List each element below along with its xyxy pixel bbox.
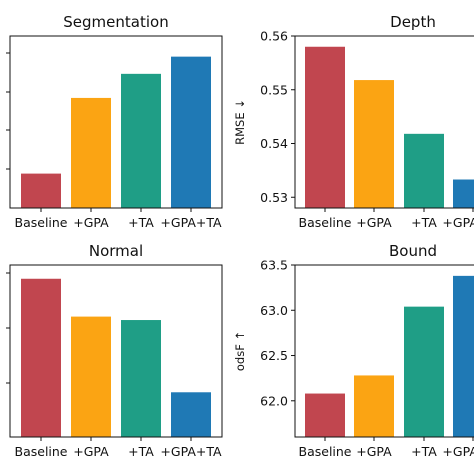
- y-tick-label: 63.5: [260, 258, 288, 273]
- plot-frame: [294, 264, 474, 438]
- plot-frame: [294, 35, 474, 209]
- x-tick-label: +GPA+TA: [442, 444, 474, 459]
- y-tick-label: 62.0: [260, 393, 288, 408]
- bar-ta: [121, 73, 161, 208]
- bar-gpa-ta: [453, 179, 474, 208]
- x-tick-label: +GPA+TA: [160, 215, 222, 230]
- bar-ta: [404, 306, 444, 437]
- plot-frame: [9, 35, 223, 209]
- x-tick-label: +TA: [411, 215, 437, 230]
- bar-ta: [121, 320, 161, 437]
- y-axis-label: RMSE ↓: [233, 99, 247, 145]
- x-tick-label: Baseline: [299, 215, 352, 230]
- y-tick-label: 62.5: [260, 348, 288, 363]
- chart-title: Depth: [390, 13, 436, 31]
- bar-baseline: [21, 278, 61, 437]
- x-tick-label: +GPA: [356, 444, 392, 459]
- bar-gpa: [354, 375, 394, 437]
- x-tick-label: +TA: [128, 215, 154, 230]
- y-tick-label: 63.0: [260, 303, 288, 318]
- chart-title: Normal: [89, 242, 143, 260]
- plot-frame: [9, 264, 223, 438]
- bar-gpa-ta: [171, 56, 211, 208]
- bar-gpa: [354, 80, 394, 208]
- x-tick-label: +TA: [128, 444, 154, 459]
- x-tick-label: +GPA+TA: [442, 215, 474, 230]
- y-tick-label: 0.56: [260, 29, 288, 44]
- x-tick-label: +GPA+TA: [160, 444, 222, 459]
- x-tick-label: +GPA: [73, 444, 109, 459]
- x-tick-label: +GPA: [73, 215, 109, 230]
- bar-gpa-ta: [171, 392, 211, 437]
- chart-title: Bound: [389, 242, 437, 260]
- bar-gpa: [71, 316, 111, 437]
- y-tick-label: 0.53: [260, 190, 288, 205]
- y-tick-label: 0.54: [260, 136, 288, 151]
- x-tick-label: +GPA: [356, 215, 392, 230]
- y-axis-label: odsF ↑: [233, 331, 247, 371]
- depth-chart: DepthBaseline+GPA+TA+GPA+TA0.530.540.550…: [233, 13, 474, 230]
- bar-gpa: [71, 97, 111, 208]
- x-tick-label: Baseline: [299, 444, 352, 459]
- chart-title: Segmentation: [63, 13, 168, 31]
- bar-baseline: [21, 173, 61, 208]
- x-tick-label: +TA: [411, 444, 437, 459]
- bar-baseline: [305, 46, 345, 208]
- bar-gpa-ta: [453, 275, 474, 437]
- y-tick-label: 0.55: [260, 82, 288, 97]
- x-tick-label: Baseline: [15, 215, 68, 230]
- bar-baseline: [305, 393, 345, 437]
- x-tick-label: Baseline: [15, 444, 68, 459]
- bound-chart: BoundBaseline+GPA+TA+GPA+TA62.062.563.06…: [233, 242, 474, 459]
- bar-ta: [404, 133, 444, 208]
